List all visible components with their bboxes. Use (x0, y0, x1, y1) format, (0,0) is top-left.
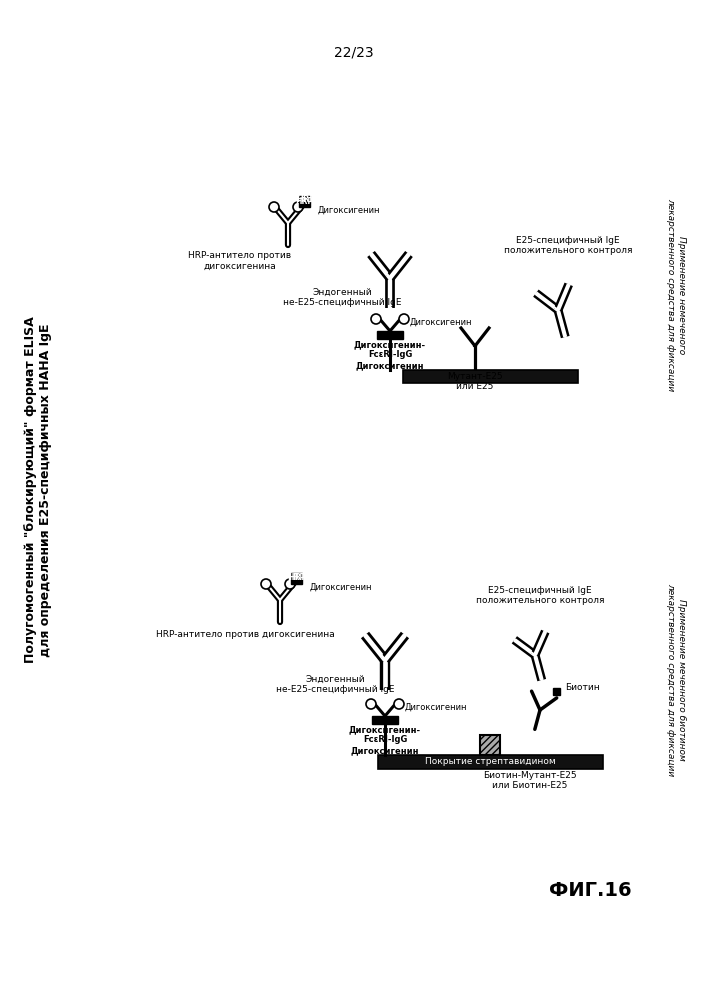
Circle shape (399, 314, 409, 324)
Text: Дигоксигенин: Дигоксигенин (310, 582, 372, 591)
Circle shape (293, 202, 303, 212)
Text: Дигоксигенин: Дигоксигенин (410, 318, 472, 326)
Text: HRP-антитело против
дигоксигенина: HRP-антитело против дигоксигенина (189, 251, 291, 270)
Text: HRP: HRP (287, 574, 305, 582)
Bar (372, 716, 398, 724)
Text: Применение немеченого
лекарственного средства для фиксации: Применение немеченого лекарственного сре… (666, 198, 686, 392)
Circle shape (261, 579, 271, 589)
Text: 22/23: 22/23 (334, 45, 374, 59)
Circle shape (269, 202, 279, 212)
Bar (377, 331, 403, 339)
Text: Дигоксигенин-
FcεRI-IgG
Дигоксигенин: Дигоксигенин- FcεRI-IgG Дигоксигенин (349, 725, 421, 755)
Circle shape (394, 699, 404, 709)
Text: Полугомогенный "блокирующий" формат ELISA
для определения E25-специфичных НАНА I: Полугомогенный "блокирующий" формат ELIS… (24, 317, 52, 663)
Text: HRP: HRP (289, 572, 308, 582)
Circle shape (371, 314, 381, 324)
Bar (291, 572, 301, 584)
Text: Биотин-Мутант-Е25
или Биотин-Е25: Биотин-Мутант-Е25 или Биотин-Е25 (484, 771, 577, 790)
Text: Дигоксигенин: Дигоксигенин (405, 702, 467, 712)
Bar (403, 370, 578, 383)
Text: Дигоксигенин: Дигоксигенин (318, 206, 381, 215)
Text: HRP: HRP (296, 196, 316, 205)
Text: E25-специфичный IgE
положительного контроля: E25-специфичный IgE положительного контр… (476, 586, 604, 605)
Text: HRP: HRP (295, 196, 313, 206)
Text: Мутант-E25
или E25: Мутант-E25 или E25 (447, 372, 503, 391)
Text: Биотин: Биотин (565, 684, 600, 692)
Text: HRP-антитело против дигоксигенина: HRP-антитело против дигоксигенина (155, 630, 335, 639)
Text: ФИГ.16: ФИГ.16 (549, 880, 631, 900)
Text: Применение меченного биотином
лекарственного средства для фиксации: Применение меченного биотином лекарствен… (666, 583, 686, 777)
Text: E25-специфичный IgE
положительного контроля: E25-специфичный IgE положительного контр… (504, 236, 632, 255)
Bar (298, 196, 310, 207)
Bar (377, 755, 603, 769)
Circle shape (366, 699, 376, 709)
Circle shape (285, 579, 295, 589)
Text: Покрытие стрептавидином: Покрытие стрептавидином (425, 758, 555, 766)
Text: Дигоксигенин-
FcεRI-IgG
Дигоксигенин: Дигоксигенин- FcεRI-IgG Дигоксигенин (354, 340, 426, 370)
Bar (552, 688, 559, 694)
Text: Эндогенный
не-E25-специфичный IgE: Эндогенный не-E25-специфичный IgE (283, 288, 401, 307)
Text: Эндогенный
не-E25-специфичный IgE: Эндогенный не-E25-специфичный IgE (276, 675, 394, 694)
